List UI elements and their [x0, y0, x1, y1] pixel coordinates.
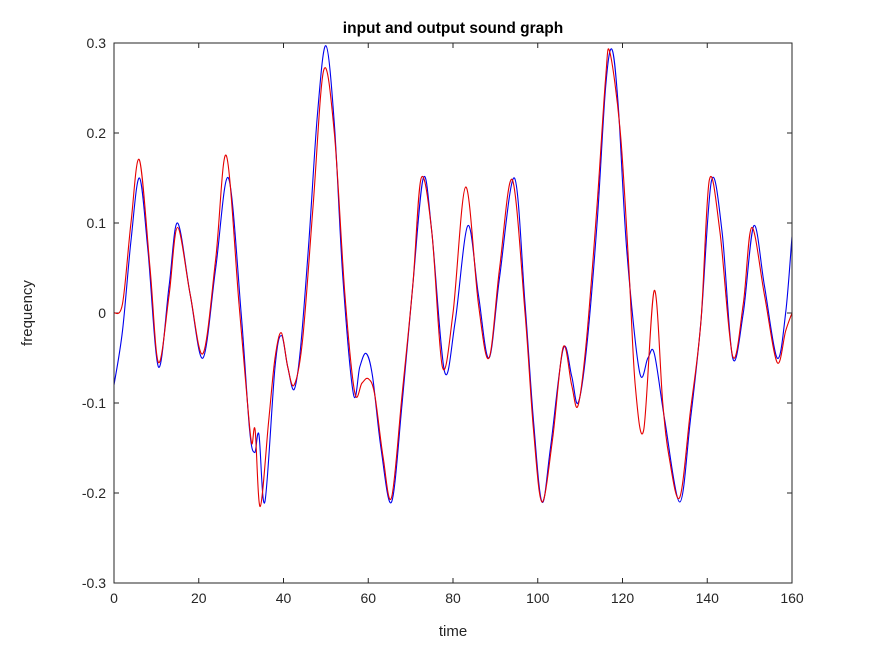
x-tick-label: 120 [611, 590, 635, 606]
x-tick-label: 140 [696, 590, 720, 606]
y-tick-label: -0.2 [82, 485, 106, 501]
plot-box [113, 42, 793, 584]
x-tick-label: 40 [276, 590, 292, 606]
y-tick-label: 0.2 [87, 125, 107, 141]
x-tick-label: 0 [110, 590, 118, 606]
x-tick-label: 160 [780, 590, 804, 606]
x-tick-label: 20 [191, 590, 207, 606]
x-tick-label: 60 [360, 590, 376, 606]
y-tick-label: -0.1 [82, 395, 106, 411]
y-tick-label: 0 [98, 305, 106, 321]
y-tick-label: 0.1 [87, 215, 107, 231]
y-tick-label: 0.3 [87, 35, 107, 51]
x-axis-label: time [439, 623, 467, 640]
axis-ticks: 0 20 40 60 80 100 120 140 160 -0.3 -0.2 -0.1 0 0.1 0.2… [82, 35, 804, 606]
series-line-output [114, 48, 792, 508]
chart-title: input and output sound graph [343, 20, 563, 37]
x-tick-label: 100 [526, 590, 550, 606]
y-tick-label: -0.3 [82, 575, 106, 591]
y-axis-label: frequency [19, 280, 36, 346]
series-lines [114, 45, 792, 508]
x-tick-label: 80 [445, 590, 461, 606]
series-line-input [114, 45, 792, 504]
